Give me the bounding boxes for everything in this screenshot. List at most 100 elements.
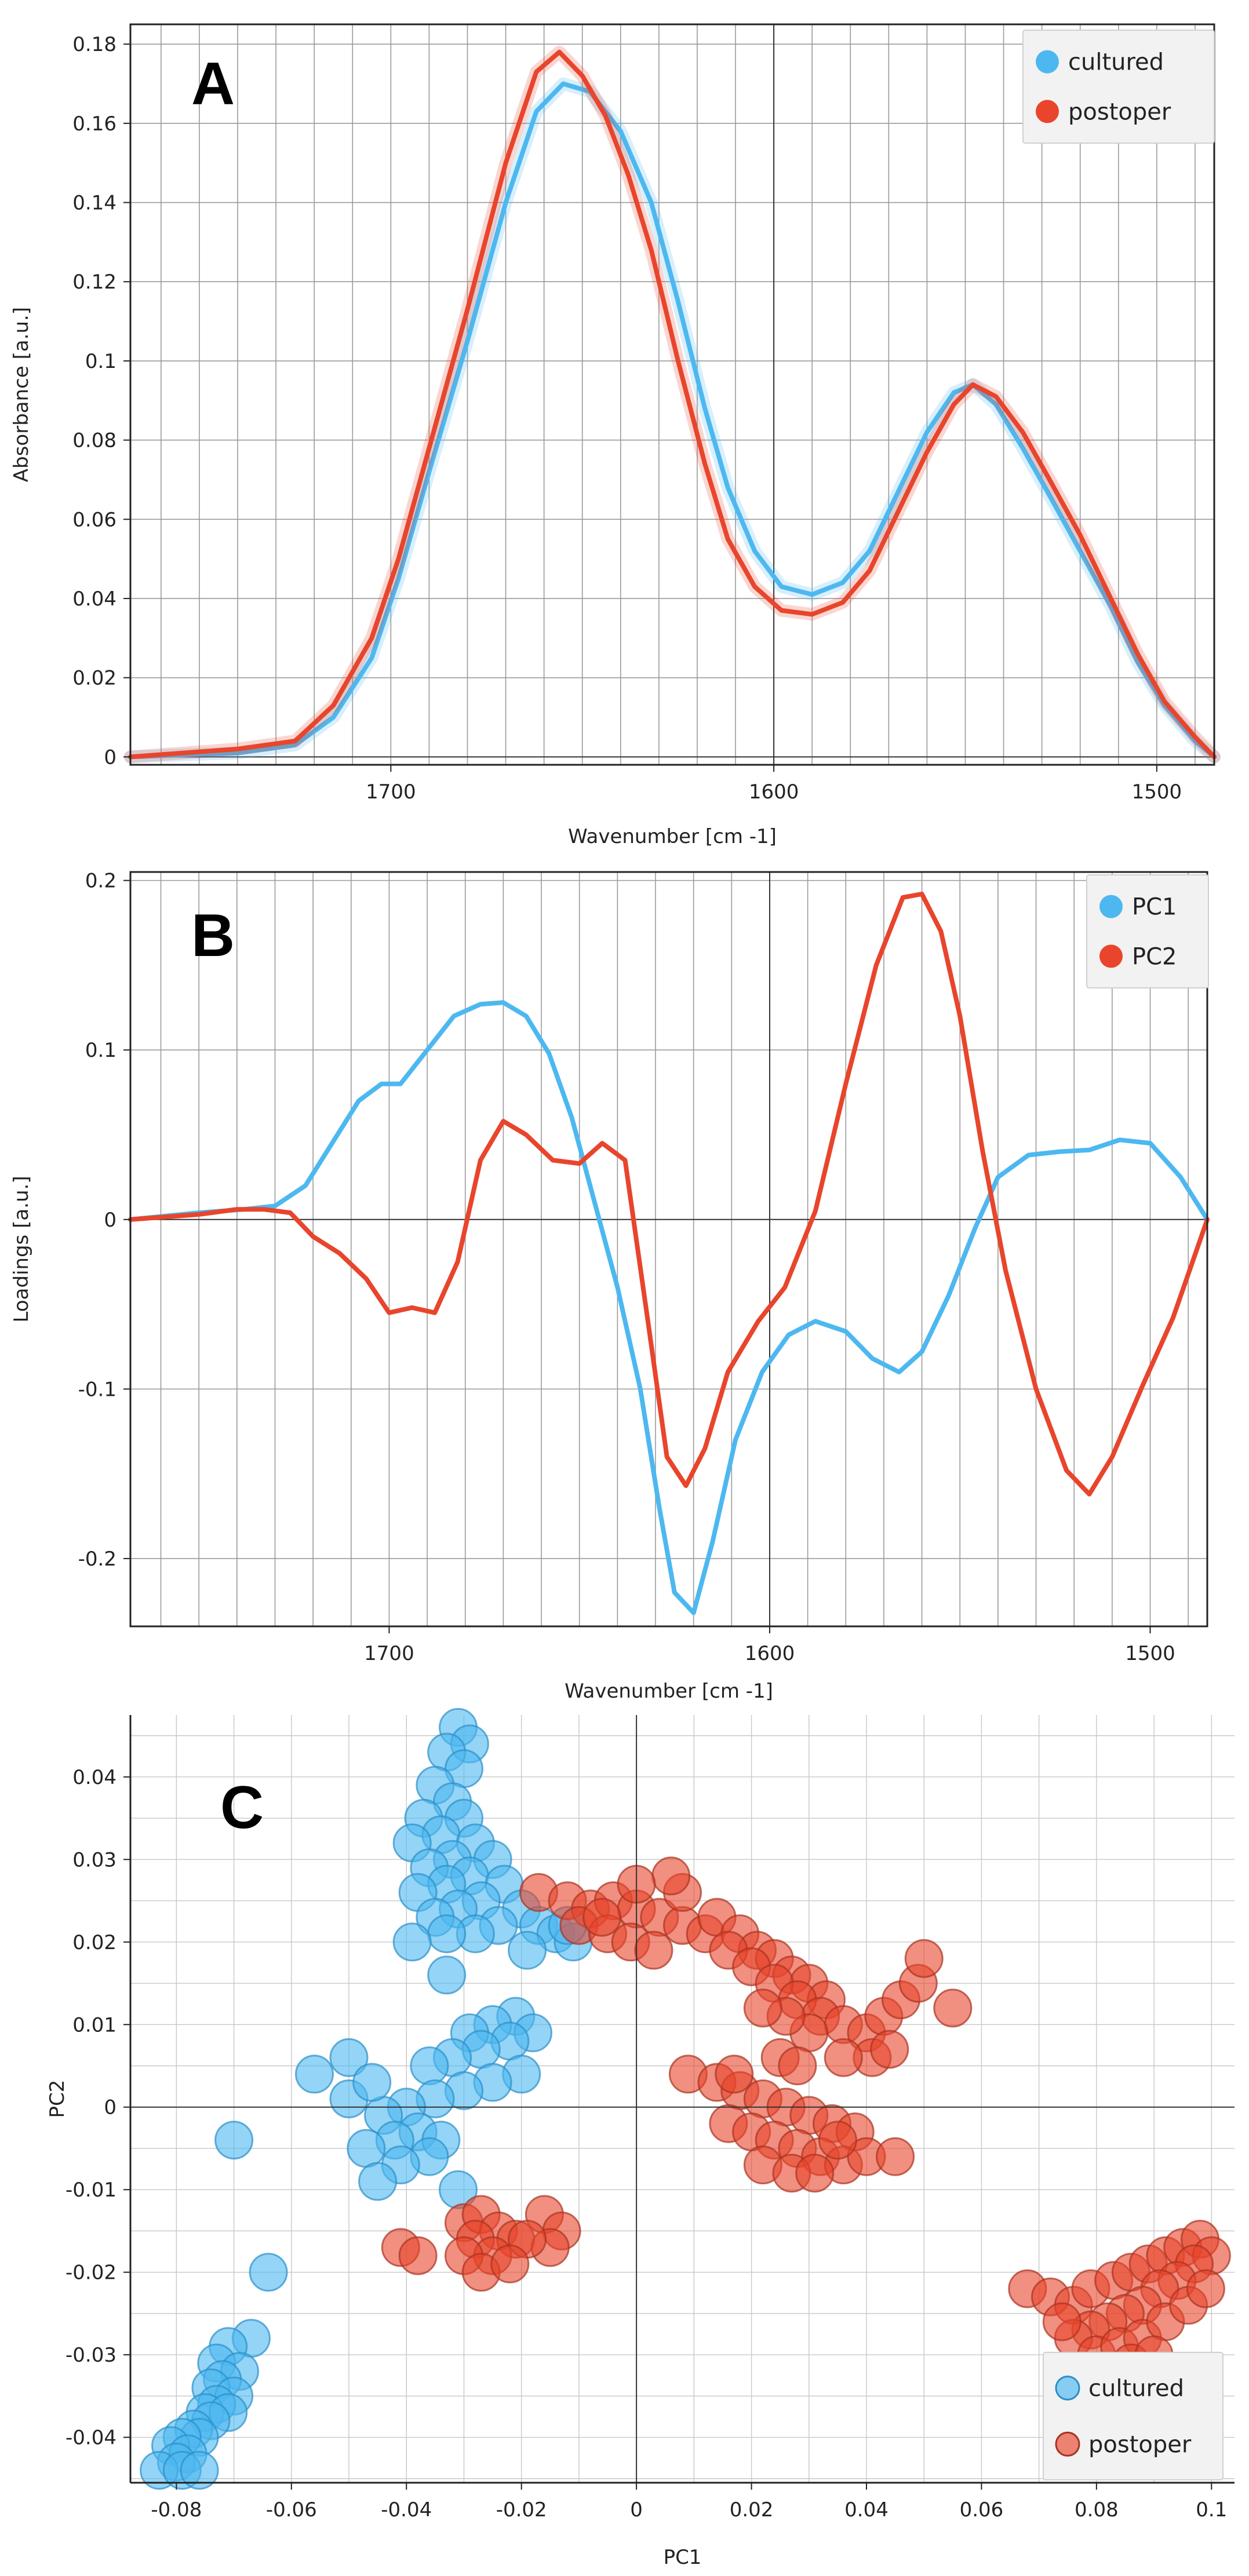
panel-c-x-tick-label: -0.02	[496, 2498, 547, 2522]
panel-c-legend-marker-cultured	[1055, 2376, 1080, 2401]
panel-c-x-tick-label: -0.06	[266, 2498, 317, 2522]
panel-a-x-tick-label: 1500	[1132, 780, 1182, 804]
panel-a-legend-label-cultured: cultured	[1068, 49, 1164, 76]
panel-a-x-axis-label: Wavenumber [cm -1]	[568, 825, 777, 848]
panel-b: 1700 1600 1500 -0.2 -0.1 0 0.1 0.2 Wavenumber …	[10, 870, 1210, 1703]
panel-a-y-tick-label: 0.16	[72, 112, 116, 136]
panel-b-series-line-pc1	[128, 1000, 1210, 1615]
panel-a-series-band-postoper	[124, 45, 1221, 764]
panel-c-point-cultured	[392, 1922, 432, 1962]
panel-b-legend-marker-pc1	[1099, 895, 1123, 918]
panel-b-legend-label-pc2: PC2	[1132, 943, 1177, 970]
panel-b-series-line-pc2	[128, 892, 1210, 1497]
panel-b-x-tick-label: 1500	[1125, 1642, 1175, 1665]
panel-c-point-postoper	[870, 2030, 909, 2069]
panel-c-point-postoper	[1042, 2302, 1082, 2341]
panel-a-y-tick-label: 0.18	[72, 33, 116, 56]
panel-c-x-ticks: -0.08 -0.06 -0.04 -0.02 0 0.02 0.04 0.06 0.08 0.1	[151, 2483, 1227, 2522]
panel-c-x-tick-label: -0.04	[381, 2498, 432, 2522]
panel-b-legend-label-pc1: PC1	[1132, 894, 1177, 921]
panel-b-y-tick-label: 0.2	[85, 870, 116, 893]
panel-a-letter: A	[191, 50, 235, 118]
panel-a-y-tick-label: 0.12	[72, 271, 116, 294]
panel-a-x-tick-label: 1600	[749, 780, 799, 804]
panel-c-y-tick-label: -0.02	[65, 2261, 116, 2285]
panel-c-point-cultured	[410, 2046, 449, 2085]
panel-a-x-ticks: 1700 1600 1500	[366, 765, 1182, 804]
panel-a-y-tick-label: 0.14	[72, 192, 116, 215]
panel-c-point-postoper	[1186, 2269, 1225, 2308]
panel-c-y-tick-label: 0.03	[72, 1848, 116, 1871]
panel-c-point-postoper	[398, 2236, 438, 2275]
panel-c-x-tick-label: 0.02	[730, 2498, 774, 2522]
panel-a-series	[124, 45, 1221, 764]
panel-c-point-cultured	[347, 2129, 386, 2168]
panel-a-series-line-cultured	[128, 81, 1217, 760]
panel-c-legend-marker-postoper	[1055, 2431, 1080, 2457]
panel-c-point-cultured	[508, 1931, 547, 1970]
panel-b-legend-marker-pc2	[1099, 944, 1123, 968]
panel-a-x-tick-label: 1700	[366, 780, 416, 804]
panel-c-point-postoper	[876, 2137, 915, 2176]
panel-c-point-postoper	[818, 2121, 857, 2160]
panel-c-y-tick-label: -0.03	[65, 2344, 116, 2367]
panel-c-letter: C	[220, 1774, 264, 1841]
panel-b-y-tick-label: -0.1	[78, 1378, 116, 1401]
panel-c-y-tick-label: 0.04	[72, 1766, 116, 1789]
panel-c-x-tick-label: 0	[630, 2498, 643, 2522]
panel-c-point-postoper	[778, 2046, 817, 2085]
panel-c-point-cultured	[295, 2055, 334, 2094]
panel-a-legend-box	[1022, 30, 1215, 144]
panel-b-letter: B	[191, 902, 235, 969]
panel-a-y-tick-label: 0.04	[72, 588, 116, 611]
panel-c-legend-box	[1043, 2352, 1223, 2480]
panel-a-y-ticks: 0 0.02 0.04 0.06 0.08 0.1 0.12 0.14 0.16 0.18	[72, 33, 130, 769]
panel-c-point-cultured	[427, 1914, 467, 1954]
panel-c-x-tick-label: 0.1	[1196, 2498, 1227, 2522]
panel-c-point-cultured	[352, 2063, 392, 2102]
panel-c-y-tick-label: 0.01	[72, 2013, 116, 2037]
panel-a-y-tick-label: 0.1	[85, 350, 116, 373]
panel-b-legend: PC1 PC2	[1086, 874, 1209, 988]
panel-c-point-postoper	[582, 1898, 622, 1937]
panel-c-point-cultured	[180, 2451, 219, 2490]
panel-a-series-band-cultured	[124, 77, 1221, 764]
panel-a-y-tick-label: 0.02	[72, 667, 116, 690]
panel-b-x-tick-label: 1600	[745, 1642, 795, 1665]
panel-b-series	[128, 892, 1210, 1615]
panel-b-y-tick-label: -0.2	[78, 1548, 116, 1571]
panel-b-y-ticks: -0.2 -0.1 0 0.1 0.2	[78, 870, 130, 1571]
panel-a-legend: cultured postoper	[1022, 30, 1215, 144]
panel-c-legend: cultured postoper	[1043, 2352, 1223, 2480]
panel-c-series	[140, 1707, 1231, 2490]
panel-c-point-cultured	[214, 2121, 254, 2160]
panel-b-y-tick-label: 0	[104, 1209, 116, 1232]
panel-c-legend-label-cultured: cultured	[1088, 2376, 1184, 2402]
panel-c-point-cultured	[427, 1955, 467, 1995]
panel-c-legend-label-postoper: postoper	[1088, 2431, 1192, 2458]
panel-b-x-ticks: 1700 1600 1500	[364, 1626, 1175, 1665]
panel-c-point-postoper	[634, 1931, 673, 1970]
panel-c-point-postoper	[904, 1939, 944, 1978]
panel-c-y-tick-label: -0.01	[65, 2179, 116, 2202]
panel-a-legend-marker-postoper	[1036, 100, 1059, 123]
panel-c-y-ticks: -0.04 -0.03 -0.02 -0.01 0 0.01 0.02 0.03 0.04	[65, 1766, 130, 2450]
panel-c-y-axis-label: PC2	[46, 2080, 69, 2118]
panel-c-point-cultured	[329, 2038, 369, 2077]
panel-b-y-tick-label: 0.1	[85, 1039, 116, 1062]
panel-c-x-tick-label: 0.08	[1075, 2498, 1119, 2522]
panel-c-x-axis-label: PC1	[664, 2546, 702, 2569]
panel-c-point-postoper	[490, 2244, 530, 2283]
panel-c-point-postoper	[651, 1856, 691, 1896]
panel-c-point-cultured	[249, 2253, 288, 2292]
panel-a-y-tick-label: 0.08	[72, 429, 116, 453]
panel-c-y-tick-label: -0.04	[65, 2427, 116, 2450]
panel-c-point-postoper	[933, 1988, 973, 2028]
panel-c-point-postoper	[715, 2055, 754, 2094]
panel-b-y-axis-label: Loadings [a.u.]	[10, 1176, 33, 1322]
panel-b-legend-box	[1086, 874, 1209, 988]
panel-a-frame	[129, 23, 1215, 766]
panel-a-series-line-postoper	[128, 49, 1217, 760]
panel-c-point-postoper	[795, 2154, 835, 2193]
